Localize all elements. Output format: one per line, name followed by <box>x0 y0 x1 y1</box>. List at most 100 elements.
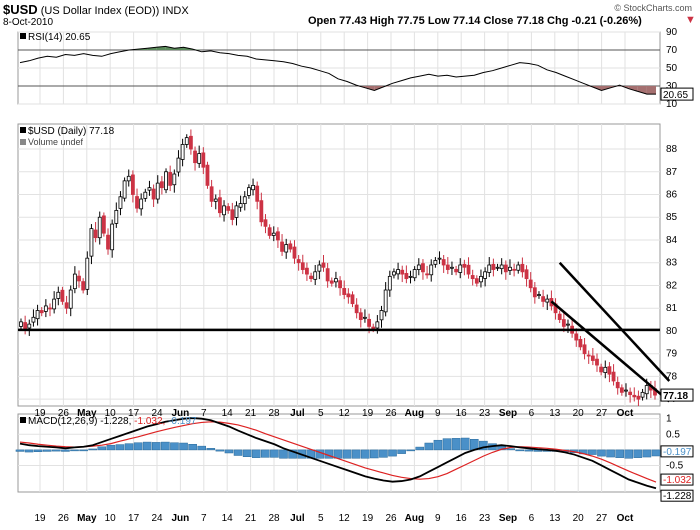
candle-body <box>470 275 475 280</box>
candle-body <box>644 385 649 395</box>
candle-body <box>441 259 446 266</box>
price-legend: $USD (Daily) 77.18 <box>28 126 115 137</box>
x-tick-label: Sep <box>499 408 517 419</box>
candle-body <box>147 187 152 191</box>
x-tick-label: Sep <box>499 513 517 524</box>
macd-histogram-bar <box>97 446 107 451</box>
macd-legend-swatch <box>20 417 26 423</box>
candle-body <box>164 171 168 191</box>
macd-histogram-bar <box>233 449 243 456</box>
candle-body <box>532 287 537 298</box>
candle-body <box>595 358 599 366</box>
macd-histogram-bar <box>161 441 170 451</box>
candle-body <box>172 173 177 186</box>
macd-histogram-bar <box>261 449 270 458</box>
x-tick-label: Aug <box>405 408 424 419</box>
candle-body <box>425 273 429 276</box>
price-tick-label: 86 <box>666 190 678 201</box>
volume-legend-swatch <box>20 139 26 145</box>
candle-body <box>56 291 61 299</box>
x-tick-label: 23 <box>479 513 491 524</box>
x-tick-label: Jul <box>290 513 305 524</box>
candle-body <box>574 333 579 341</box>
candle-body <box>632 394 637 398</box>
x-tick-label: 26 <box>58 408 70 419</box>
candle-body <box>350 294 355 305</box>
macd-line <box>19 417 657 490</box>
symbol-name: (US Dollar Index (EOD)) <box>40 5 160 17</box>
candle-body <box>242 196 247 204</box>
candle-body <box>23 322 28 330</box>
macd-histogram-bar <box>351 449 361 459</box>
x-tick-label: 28 <box>268 408 280 419</box>
candle-body <box>404 273 409 280</box>
candle-body <box>35 310 40 320</box>
x-tick-label: 10 <box>105 513 117 524</box>
x-tick-label: 26 <box>385 513 397 524</box>
candle-body <box>628 391 633 396</box>
candle-body <box>97 216 102 239</box>
candle-body <box>483 271 488 279</box>
macd-histogram-bar <box>224 449 234 454</box>
candle-body <box>334 278 338 283</box>
macd-last-box <box>660 489 694 502</box>
price-tick-label: 84 <box>666 235 678 246</box>
candle-body <box>624 389 628 392</box>
x-tick-label: 17 <box>128 513 140 524</box>
macd-histogram-bar <box>642 449 652 458</box>
macd-histogram-bar <box>106 444 116 451</box>
candle-body <box>64 302 69 309</box>
macd-last-label: -1.228 <box>663 491 692 502</box>
macd-histogram-bar <box>506 448 515 451</box>
candle-body <box>309 275 313 280</box>
macd-histogram-bar <box>460 437 470 451</box>
macd-legend: MACD(12,26,9) -1.228, -1.032, -0.197 <box>28 416 197 427</box>
rsi-tick-label: 90 <box>666 27 678 38</box>
macd-legend-signal: -1.032, <box>134 416 168 427</box>
candle-body <box>106 234 110 250</box>
rsi-oversold-fill <box>646 86 656 95</box>
macd-histogram-bar <box>251 449 261 458</box>
macd-histogram-bar <box>88 448 97 451</box>
candle-body <box>255 185 260 202</box>
candle-body <box>450 266 454 269</box>
x-tick-label: 7 <box>201 513 207 524</box>
x-tick-label: Oct <box>617 408 634 419</box>
macd-last-label: -1.032 <box>663 475 692 486</box>
x-tick-label: 16 <box>456 408 468 419</box>
candle-body <box>180 144 185 160</box>
candle-body <box>77 275 81 282</box>
candle-body <box>363 316 367 319</box>
candle-body <box>234 205 239 218</box>
candle-body <box>615 381 620 389</box>
candle-body <box>487 264 492 273</box>
macd-histogram-bar <box>633 449 643 458</box>
candle-body <box>238 203 243 208</box>
macd-histogram-bar <box>133 442 143 451</box>
candle-body <box>89 228 94 257</box>
macd-histogram-bar <box>370 449 379 459</box>
candle-body <box>541 296 546 302</box>
candle-body <box>338 280 342 289</box>
candle-body <box>288 243 293 250</box>
macd-histogram-bar <box>188 444 197 451</box>
x-tick-label: 21 <box>245 513 257 524</box>
rsi-legend: RSI(14) 20.65 <box>28 32 91 43</box>
candle-body <box>251 185 255 191</box>
candle-body <box>474 278 479 284</box>
x-tick-label: 12 <box>339 513 351 524</box>
x-tick-label: 6 <box>529 513 535 524</box>
candle-body <box>607 366 612 375</box>
macd-histogram-bar <box>279 449 288 459</box>
macd-histogram-bar <box>597 449 606 457</box>
candle-body <box>528 279 533 289</box>
x-tick-label: 17 <box>128 408 140 419</box>
candle-body <box>68 289 73 309</box>
candle-body <box>495 266 500 269</box>
macd-histogram-bar <box>433 439 443 451</box>
candle-body <box>60 289 65 302</box>
candle-body <box>209 186 214 202</box>
down-arrow-icon: ▼ <box>685 14 696 26</box>
x-tick-label: 13 <box>549 408 561 419</box>
macd-tick-label: 0.5 <box>666 429 680 440</box>
